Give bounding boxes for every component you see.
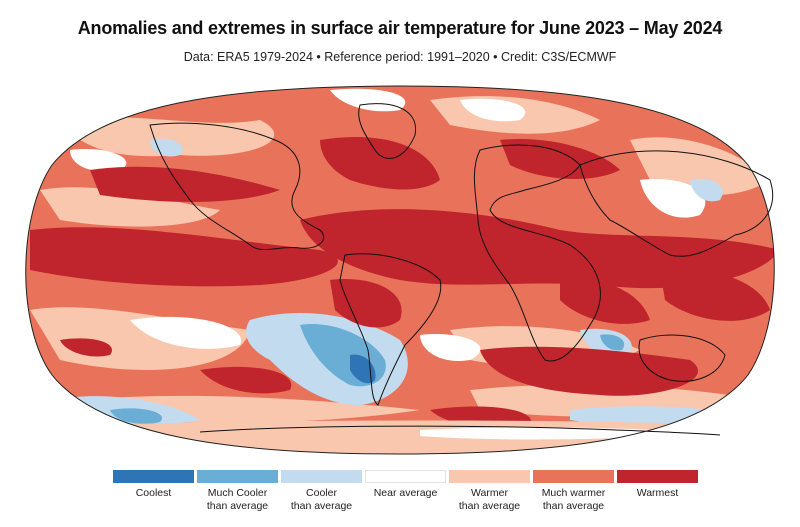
legend-swatch-much-cooler [197, 470, 278, 483]
legend-item-much-warmer: Much warmer than average [533, 470, 614, 513]
legend-item-warmer: Warmer than average [449, 470, 530, 513]
legend-swatch-much-warmer [533, 470, 614, 483]
map-subtitle: Data: ERA5 1979-2024 • Reference period:… [183, 50, 617, 64]
legend-swatch-coolest [113, 470, 194, 483]
legend-swatch-cooler [281, 470, 362, 483]
legend-swatch-near-average [365, 470, 446, 483]
legend-label-coolest: Coolest [135, 487, 172, 499]
legend-item-warmest: Warmest [617, 470, 698, 500]
legend-label-warmest: Warmest [636, 487, 679, 499]
legend: Coolest Much Cooler than average Cooler th… [113, 470, 698, 520]
legend-label-warmer: Warmer than average [458, 487, 521, 512]
anomaly-field [25, 86, 775, 454]
map-title: Anomalies and extremes in surface air te… [77, 18, 723, 38]
legend-label-cooler: Cooler than average [290, 487, 353, 512]
legend-label-much-warmer: Much warmer than average [541, 487, 606, 512]
legend-item-much-cooler: Much Cooler than average [197, 470, 278, 513]
legend-label-near-average: Near average [373, 487, 438, 499]
legend-item-near-average: Near average [365, 470, 446, 500]
legend-item-coolest: Coolest [113, 470, 194, 500]
legend-item-cooler: Cooler than average [281, 470, 362, 513]
legend-label-much-cooler: Much Cooler than average [206, 487, 269, 512]
legend-swatch-warmest [617, 470, 698, 483]
coastlines [149, 103, 774, 436]
legend-swatch-warmer [449, 470, 530, 483]
temperature-anomaly-map [25, 85, 775, 455]
globe-outline [25, 85, 775, 455]
